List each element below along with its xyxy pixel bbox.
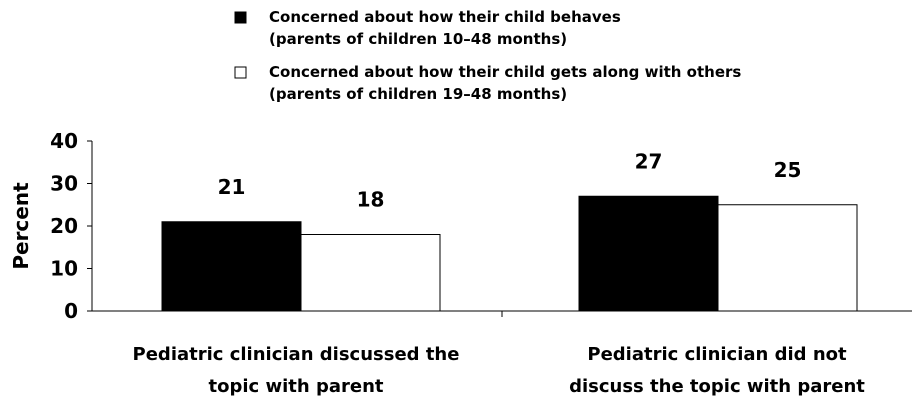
y-tick-label-0: 0 <box>64 299 78 323</box>
x-category-label-2-line-1: Pediatric clinician did not <box>587 344 847 365</box>
y-tick-label-40: 40 <box>50 129 78 153</box>
data-label-series1-cat1: 21 <box>218 175 246 199</box>
legend-swatch-1 <box>234 11 247 24</box>
data-label-series1-cat2: 27 <box>635 149 663 173</box>
y-tick-label-30: 30 <box>50 172 78 196</box>
y-tick-label-20: 20 <box>50 214 78 238</box>
bar-series2-cat1 <box>300 234 441 312</box>
bar-series1-cat2 <box>578 195 719 312</box>
bar-series2-cat2 <box>717 204 858 312</box>
data-label-series2-cat1: 18 <box>357 188 385 212</box>
legend-swatch-2 <box>234 66 247 79</box>
x-category-label-1-line-2: topic with parent <box>209 376 384 397</box>
legend-label-1-line-2: (parents of children 10–48 months) <box>269 30 567 48</box>
data-label-series2-cat2: 25 <box>774 158 802 182</box>
legend-label-1-line-1: Concerned about how their child behaves <box>269 8 621 26</box>
x-category-label-2-line-2: discuss the topic with parent <box>569 376 865 397</box>
y-axis-label: Percent <box>9 182 33 270</box>
x-category-label-1-line-1: Pediatric clinician discussed the <box>133 344 460 365</box>
legend-label-2-line-1: Concerned about how their child gets alo… <box>269 63 741 81</box>
y-tick-label-10: 10 <box>50 257 78 281</box>
legend-label-2-line-2: (parents of children 19–48 months) <box>269 85 567 103</box>
bar-series1-cat1 <box>161 221 302 312</box>
